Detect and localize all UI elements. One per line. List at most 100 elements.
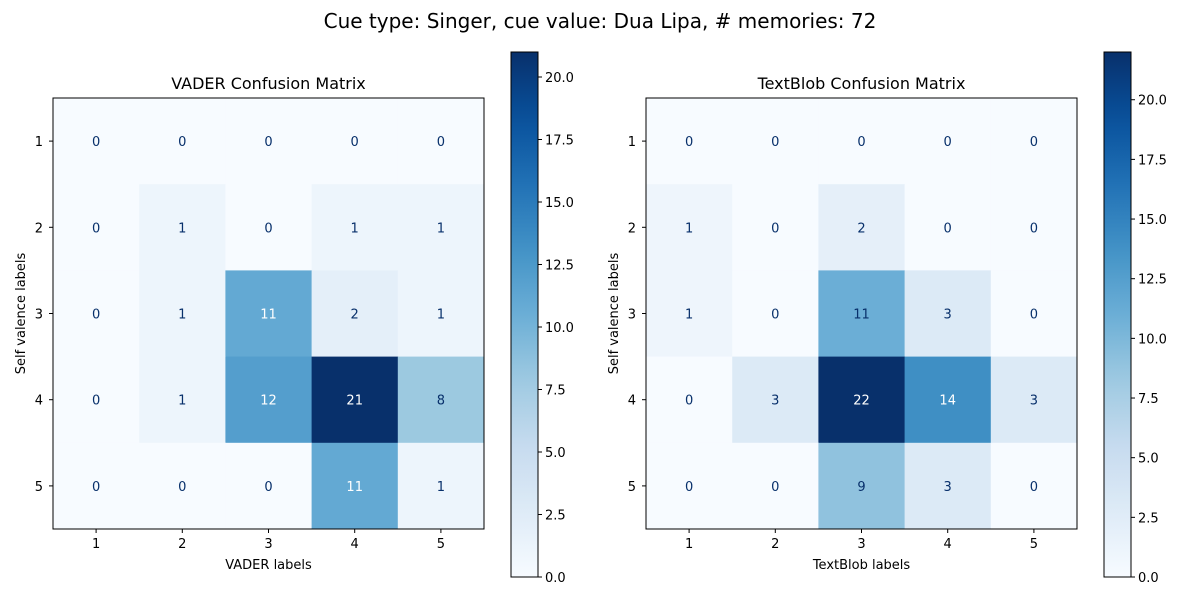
textblob-colorbar [1103,51,1132,578]
vader-cell [225,270,313,358]
textblob-x-tick-label: 4 [944,537,952,552]
vader-colorbar-tick-label: 7.5 [545,384,566,399]
textblob-cell [818,98,906,185]
vader-cell-label: 0 [264,135,272,150]
textblob-cell [732,356,819,444]
textblob-cell-label: 2 [857,221,865,236]
textblob-cell [904,356,992,444]
textblob-x-tick-label: 5 [1030,537,1038,552]
textblob-cell [732,442,819,530]
textblob-cell-label: 11 [853,308,870,323]
textblob-cell-label: 0 [685,480,693,495]
textblob-colorbar-tick-label: 20.0 [1138,94,1167,109]
textblob-cell [818,184,906,271]
vader-x-tick-label: 5 [437,537,445,552]
vader-cell [139,98,226,185]
textblob-cell [732,270,819,358]
vader-cell-label: 0 [178,135,186,150]
vader-cell-label: 8 [437,394,445,409]
vader-cell [53,184,140,271]
vader-x-tick-label: 2 [178,537,186,552]
textblob-cell [732,98,819,185]
textblob-cell-label: 0 [685,135,693,150]
figure-suptitle: Cue type: Singer, cue value: Dua Lipa, #… [324,9,877,33]
textblob-cell-label: 0 [944,221,952,236]
textblob-cell [818,356,906,444]
textblob-cell [904,270,992,358]
textblob-y-tick-label: 2 [628,221,636,236]
textblob-colorbar-tick-label: 5.0 [1138,452,1159,467]
vader-cell-label: 1 [437,480,445,495]
vader-y-tick-label: 1 [35,135,43,150]
textblob-cell [990,442,1078,530]
textblob-cell-label: 0 [1030,135,1038,150]
vader-cell-label: 21 [346,394,363,409]
textblob-cell [646,442,733,530]
vader-x-tick-label: 1 [92,537,100,552]
textblob-cell-label: 0 [771,221,779,236]
vader-cell-label: 0 [178,480,186,495]
vader-cell-label: 2 [351,308,359,323]
textblob-cell-label: 0 [1030,480,1038,495]
vader-cell-label: 0 [264,221,272,236]
textblob-cell [990,356,1078,444]
vader-cell-label: 12 [260,394,277,409]
textblob-cell [818,442,906,530]
vader-cell [139,442,226,530]
vader-y-tick-label: 4 [35,394,43,409]
vader-cell [311,270,399,358]
vader-cell [397,184,485,271]
vader-x-tick-label: 4 [351,537,359,552]
textblob-cell [732,184,819,271]
vader-cell-label: 11 [346,480,363,495]
textblob-x-tick-label: 3 [857,537,865,552]
textblob-colorbar-tick-label: 7.5 [1138,392,1159,407]
textblob-cell-label: 0 [1030,308,1038,323]
vader-cell-label: 0 [264,480,272,495]
textblob-cell [904,442,992,530]
vader-x-axis-label: VADER labels [225,558,312,573]
vader-cell-label: 1 [351,221,359,236]
textblob-cell-label: 0 [771,480,779,495]
vader-cell [397,442,485,530]
vader-cell [397,98,485,185]
vader-colorbar-tick-label: 5.0 [545,446,566,461]
vader-cell [139,270,226,358]
textblob-cell [990,98,1078,185]
textblob-cell-label: 9 [857,480,865,495]
vader-cell-label: 0 [437,135,445,150]
textblob-cell [818,270,906,358]
textblob-cell-label: 22 [853,394,870,409]
textblob-cell-label: 1 [685,221,693,236]
vader-title: VADER Confusion Matrix [171,74,366,93]
vader-colorbar [510,51,539,578]
textblob-cell [990,270,1078,358]
vader-y-axis-label: Self valence labels [14,252,29,374]
vader-colorbar-tick-label: 20.0 [545,71,574,86]
textblob-cell-label: 0 [1030,221,1038,236]
vader-cell-label: 0 [92,135,100,150]
vader-y-tick-label: 5 [35,480,43,495]
vader-cell-label: 0 [92,480,100,495]
textblob-cell-label: 0 [944,135,952,150]
textblob-cell-label: 3 [1030,394,1038,409]
vader-cell [53,442,140,530]
textblob-y-tick-label: 3 [628,308,636,323]
vader-cell-label: 0 [92,394,100,409]
vader-cell [311,184,399,271]
textblob-cell [646,98,733,185]
textblob-cell-label: 0 [771,135,779,150]
textblob-cell-label: 14 [939,394,956,409]
textblob-colorbar-tick-label: 2.5 [1138,511,1159,526]
textblob-cell [646,356,733,444]
textblob-y-tick-label: 5 [628,480,636,495]
vader-colorbar-tick-label: 15.0 [545,196,574,211]
textblob-colorbar-tick-label: 12.5 [1138,273,1167,288]
vader-y-tick-label: 2 [35,221,43,236]
textblob-colorbar-tick-label: 15.0 [1138,213,1167,228]
vader-colorbar-tick-label: 17.5 [545,134,574,149]
vader-cell-label: 11 [260,308,277,323]
textblob-x-axis-label: TextBlob labels [812,558,911,573]
